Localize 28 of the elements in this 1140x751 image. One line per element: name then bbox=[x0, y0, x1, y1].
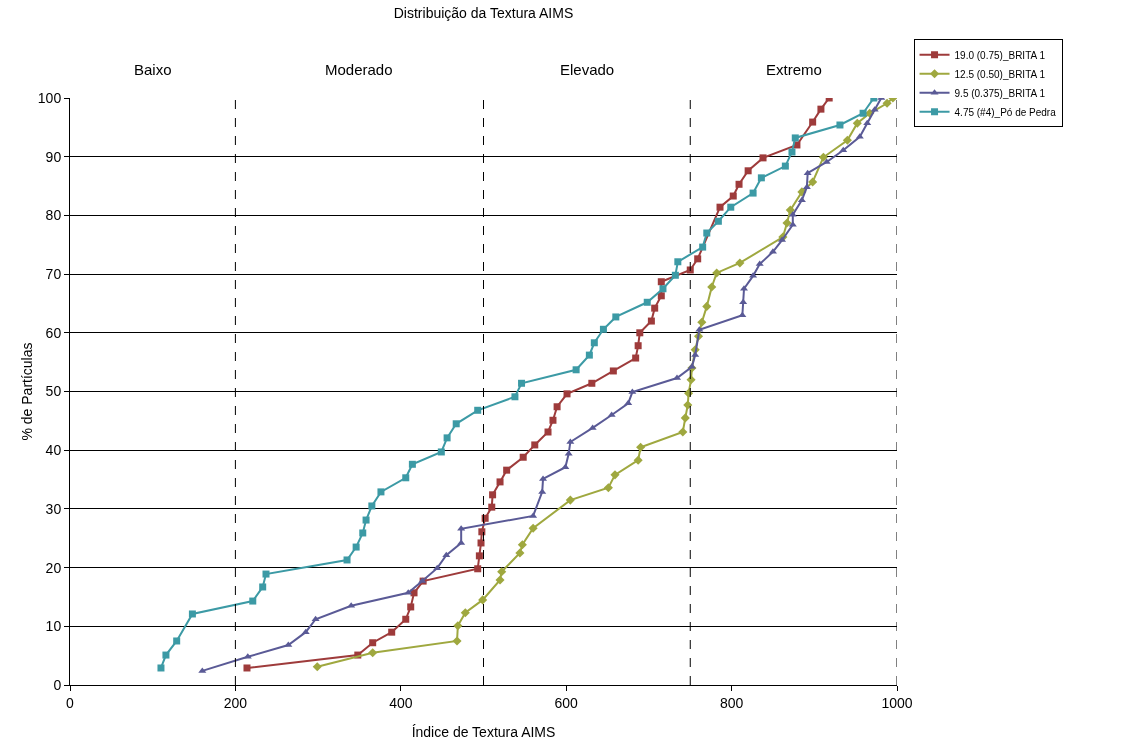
text: Baixo bbox=[134, 61, 172, 78]
y-tick-label: 60 bbox=[45, 324, 62, 341]
y-tick-label: 10 bbox=[45, 618, 62, 635]
x-tick-label: 400 bbox=[389, 694, 413, 711]
x-tick-label: 0 bbox=[66, 694, 75, 711]
y-tick-label: 50 bbox=[45, 383, 62, 400]
y-tick-label: 20 bbox=[45, 559, 62, 576]
x-tick-label: 800 bbox=[719, 694, 744, 711]
text: Elevado bbox=[560, 61, 615, 78]
y-tick-label: 0 bbox=[53, 676, 62, 693]
y-tick-label: 100 bbox=[37, 89, 62, 106]
y-tick-label: 70 bbox=[45, 266, 62, 282]
x-tick-label: 1000 bbox=[881, 694, 913, 711]
legend-label: 19.0 (0.75)_BRITA 1 bbox=[954, 49, 1046, 61]
y-tick-label: 90 bbox=[45, 148, 62, 165]
legend-label: 9.5 (0.375)_BRITA 1 bbox=[954, 87, 1046, 99]
legend-label: 4.75 (#4)_Pó de Pedra bbox=[954, 106, 1057, 118]
text: Moderado bbox=[325, 61, 393, 78]
x-axis-title: Índice de Textura AIMS bbox=[411, 724, 556, 740]
x-tick-label: 200 bbox=[223, 694, 248, 711]
x-tick-label: 600 bbox=[554, 694, 579, 711]
y-axis-title: % de Partículas bbox=[19, 342, 35, 441]
y-tick-label: 30 bbox=[45, 500, 62, 517]
y-tick-label: 80 bbox=[45, 207, 62, 224]
chart-title: Distribuição da Textura AIMS bbox=[393, 4, 574, 21]
text: Extremo bbox=[766, 61, 822, 78]
y-tick-label: 40 bbox=[45, 442, 62, 459]
legend-label: 12.5 (0.50)_BRITA 1 bbox=[954, 68, 1046, 80]
